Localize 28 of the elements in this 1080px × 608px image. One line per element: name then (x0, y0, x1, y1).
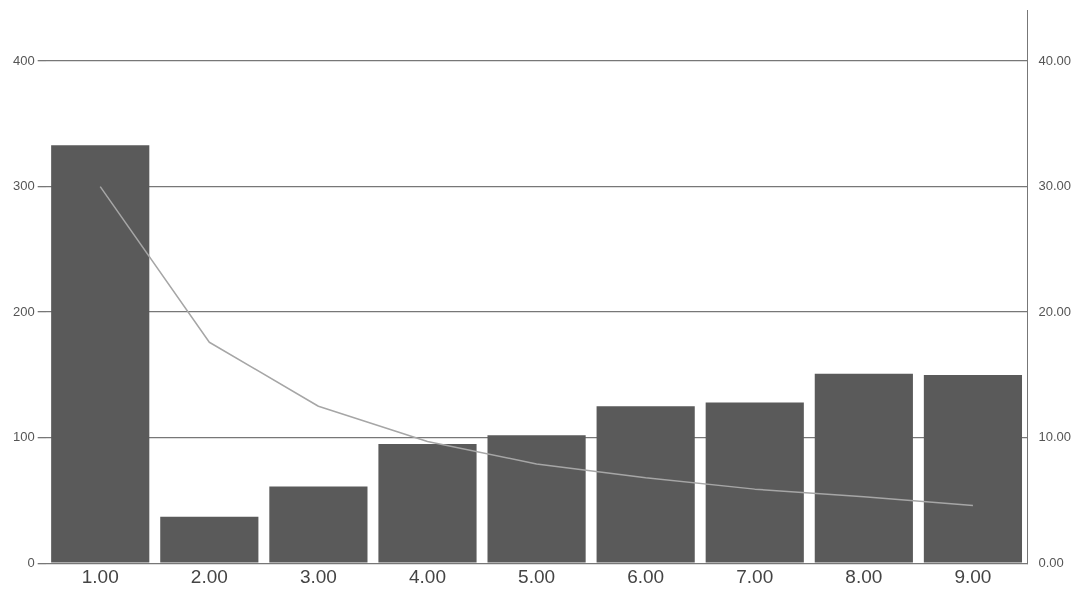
x-tick-label: 4.00 (409, 565, 446, 587)
x-tick-label: 8.00 (845, 565, 883, 587)
y-tick-label: 200 (12, 303, 35, 319)
bar (814, 373, 913, 563)
x-tick-label: 9.00 (954, 565, 992, 587)
y2-tick-label: 20.00 (1038, 303, 1072, 319)
y-tick-label: 400 (12, 52, 35, 68)
x-tick-label: 3.00 (299, 565, 337, 587)
y2-tick-label: 30.00 (1038, 178, 1072, 194)
x-tick-label: 5.00 (518, 565, 556, 587)
y2-tick-label: 0.00 (1038, 554, 1064, 570)
y2-tick-label: 40.00 (1038, 52, 1072, 68)
y2-tick-label: 10.00 (1038, 429, 1072, 445)
bar (378, 443, 477, 563)
y-tick-label: 300 (12, 178, 35, 194)
bar (705, 402, 804, 563)
bar (596, 406, 695, 563)
x-tick-label: 1.00 (81, 565, 119, 587)
bar (269, 486, 368, 563)
x-tick-label: 2.00 (190, 565, 228, 587)
x-tick-label: 7.00 (736, 565, 774, 587)
bar (487, 435, 586, 563)
bar (160, 516, 259, 563)
bar (923, 374, 1023, 563)
x-tick-label: 6.00 (627, 565, 665, 587)
y-tick-label: 100 (12, 429, 35, 445)
bar (51, 145, 150, 563)
y-tick-label: 0 (27, 554, 35, 570)
